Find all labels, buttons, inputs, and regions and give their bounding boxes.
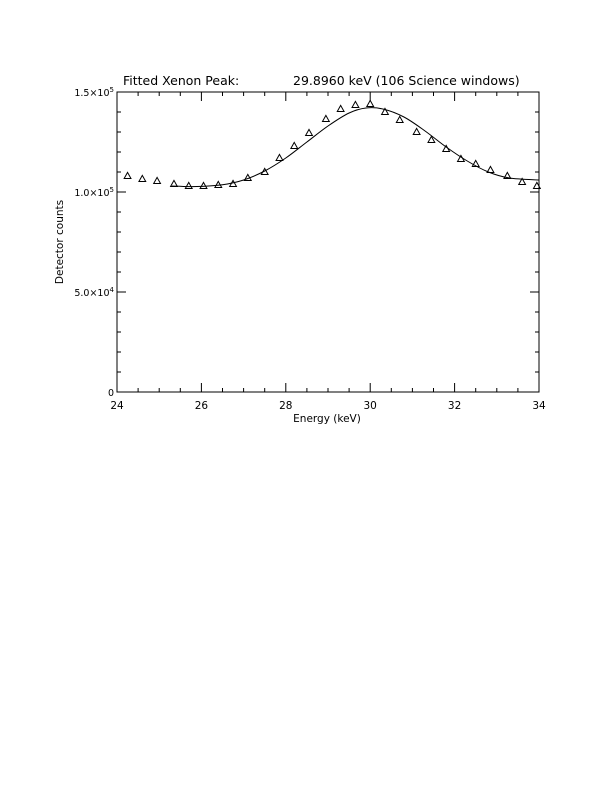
x-tick-label: 24 (110, 400, 124, 412)
x-tick-label: 34 (532, 400, 546, 412)
data-point-triangle (365, 99, 375, 108)
data-point-triangle (351, 100, 360, 109)
y-tick-label: 1.0×105 (74, 186, 114, 199)
x-tick-label: 26 (195, 400, 209, 412)
data-point-triangle (395, 115, 404, 124)
data-point-triangle (199, 181, 208, 190)
y-tick-label: 5.0×104 (74, 286, 114, 299)
tick-group (116, 91, 540, 393)
data-point-triangle (260, 167, 269, 176)
chart-title-left: Fitted Xenon Peak: (123, 73, 240, 88)
x-tick-label: 30 (364, 400, 377, 412)
data-point-triangle (380, 107, 390, 116)
data-point-triangle (214, 180, 223, 189)
tick-label-group: 24 26 28 30 32 34 0 5.0×104 1.0×105 1.5×105 (74, 86, 546, 412)
data-point-triangle (169, 179, 179, 188)
data-point-triangle (532, 181, 542, 190)
data-point-triangle (503, 171, 512, 180)
data-point-triangle (321, 114, 331, 123)
data-point-triangle (275, 153, 284, 162)
axes-group (116, 91, 540, 393)
data-point-triangle (184, 181, 193, 190)
data-point-triangle (427, 135, 436, 144)
fit-curve (171, 107, 540, 188)
data-point-triangle (289, 141, 299, 150)
y-tick-label: 0 (108, 388, 114, 399)
data-points (123, 99, 542, 190)
data-point-triangle (336, 104, 345, 113)
x-axis-label: Energy (keV) (293, 413, 361, 425)
chart-title-right: 29.8960 keV (106 Science windows) (293, 73, 520, 88)
x-tick-label: 28 (279, 400, 292, 412)
x-tick-label: 32 (448, 400, 461, 412)
data-point-triangle (243, 173, 253, 182)
data-point-triangle (456, 154, 466, 163)
data-point-triangle (138, 174, 147, 183)
data-point-triangle (412, 127, 421, 136)
data-point-triangle (123, 171, 132, 180)
data-point-triangle (228, 179, 238, 188)
y-axis-label: Detector counts (54, 200, 66, 284)
plot-frame (116, 91, 540, 393)
data-point-triangle (152, 176, 162, 185)
data-point-triangle (517, 177, 527, 186)
data-point-triangle (471, 159, 480, 168)
data-point-triangle (486, 165, 495, 174)
data-point-triangle (304, 128, 314, 137)
y-tick-label: 1.5×105 (74, 86, 114, 99)
data-point-triangle (441, 144, 451, 153)
